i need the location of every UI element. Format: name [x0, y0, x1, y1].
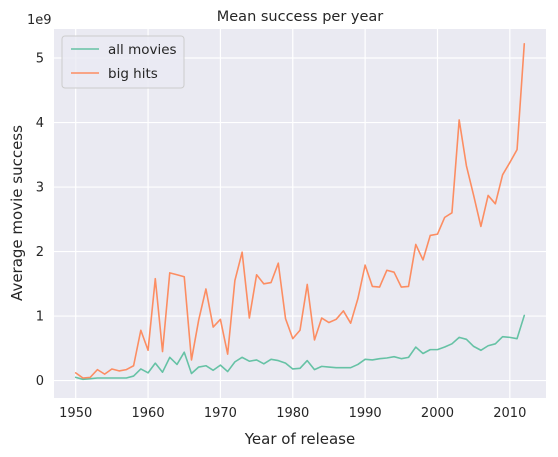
legend: all movies big hits: [61, 35, 185, 89]
y-tick-label: 0: [36, 374, 44, 389]
x-tick-label: 2000: [421, 406, 454, 421]
y-tick-label: 5: [36, 52, 44, 67]
x-tick-label: 1980: [276, 406, 309, 421]
y-tick-label: 2: [36, 245, 44, 260]
series-line-all-movies: [74, 314, 526, 381]
x-tick-label: 1970: [204, 406, 237, 421]
x-tick-label: 2010: [493, 406, 526, 421]
y-tick-labels: 0 1 2 3 4 5: [36, 52, 44, 390]
series-layer: [74, 43, 526, 381]
legend-label-big-hits: big hits: [108, 66, 158, 82]
y-multiplier: 1e9: [27, 13, 52, 28]
x-axis-label: Year of release: [244, 430, 355, 448]
x-tick-label: 1950: [59, 406, 92, 421]
y-tick-label: 3: [36, 181, 44, 196]
x-tick-labels: 1950 1960 1970 1980 1990 2000 2010: [59, 406, 526, 421]
x-tick-label: 1960: [132, 406, 165, 421]
y-axis-label: Average movie success: [8, 125, 26, 301]
plot-area: [54, 29, 546, 398]
y-tick-label: 4: [36, 116, 44, 131]
series-line-big-hits: [74, 43, 526, 379]
x-tick-label: 1990: [349, 406, 382, 421]
chart-title: Mean success per year: [217, 9, 384, 25]
grid-y: [54, 57, 546, 382]
grid-x: [75, 29, 511, 398]
legend-label-all-movies: all movies: [108, 42, 177, 58]
y-tick-label: 1: [36, 310, 44, 325]
